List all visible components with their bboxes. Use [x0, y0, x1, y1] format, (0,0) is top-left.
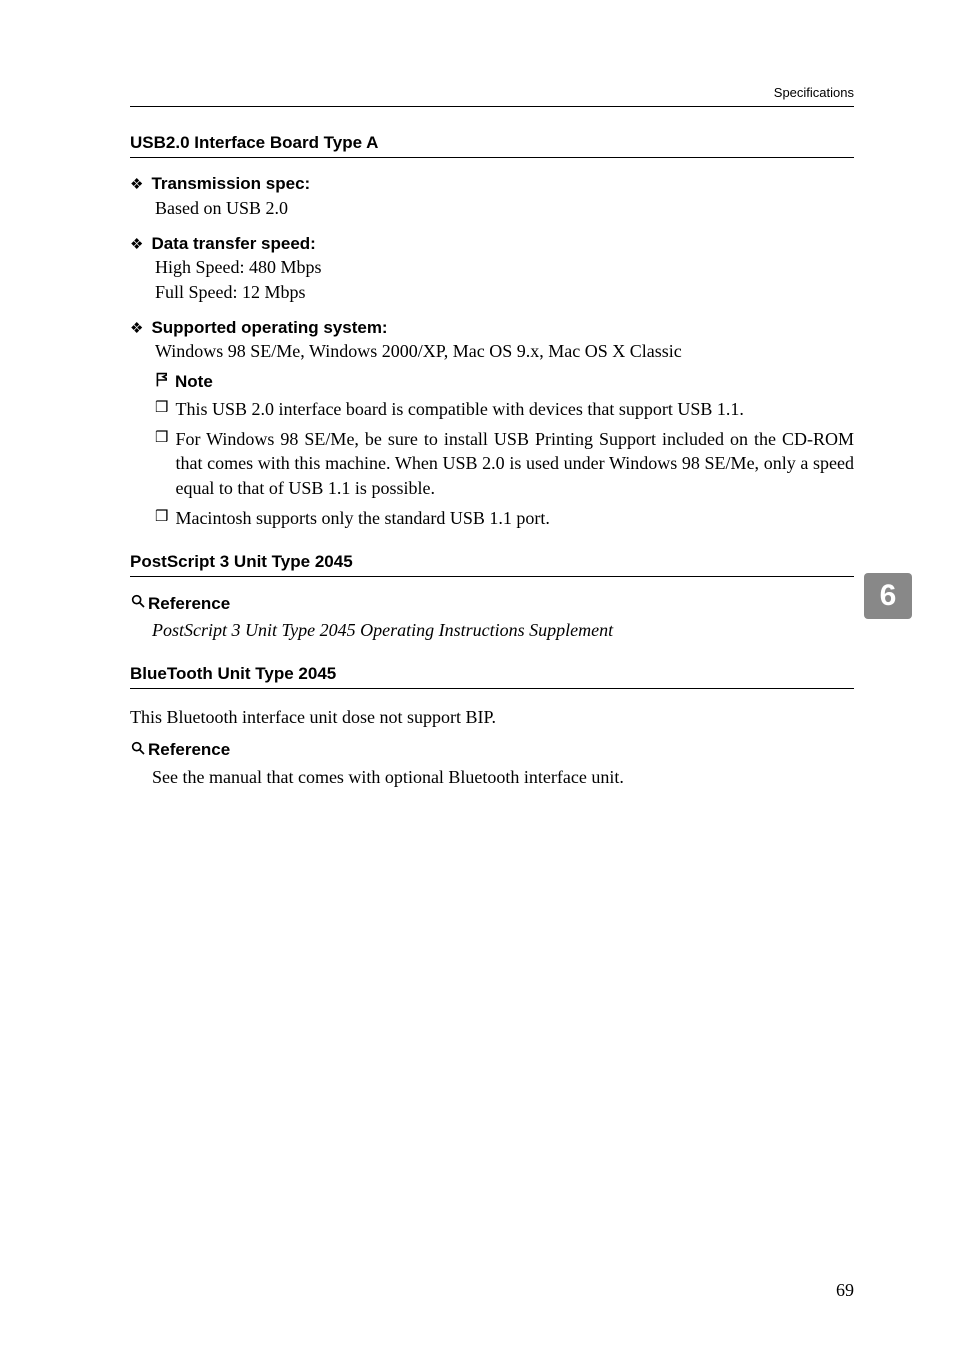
section-title-postscript: PostScript 3 Unit Type 2045 [130, 552, 854, 577]
bullet-text: For Windows 98 SE/Me, be sure to install… [175, 427, 854, 500]
reference-label: Reference [148, 740, 230, 760]
chapter-tab: 6 [864, 573, 912, 619]
bullet-icon: ❒ [155, 506, 168, 530]
chapter-number: 6 [880, 579, 897, 613]
paragraph: This Bluetooth interface unit dose not s… [130, 705, 854, 729]
reference-body: See the manual that comes with optional … [152, 765, 854, 789]
page-header: Specifications [130, 85, 854, 107]
section-title-usb: USB2.0 Interface Board Type A [130, 133, 854, 158]
spec-os: ❖ Supported operating system: Windows 98… [130, 318, 854, 530]
spec-body: Full Speed: 12 Mbps [155, 280, 854, 304]
bullet-text: This USB 2.0 interface board is compatib… [175, 397, 743, 421]
diamond-icon: ❖ [130, 236, 143, 256]
note-label: Note [175, 372, 213, 392]
spec-label: Data transfer speed: [151, 234, 315, 254]
list-item: ❒ Macintosh supports only the standard U… [155, 506, 854, 530]
reference-body: PostScript 3 Unit Type 2045 Operating In… [152, 618, 854, 642]
reference-icon [130, 740, 146, 761]
diamond-icon: ❖ [130, 320, 143, 340]
reference-icon [130, 593, 146, 614]
reference-heading: Reference [130, 593, 854, 614]
note-icon [155, 372, 171, 393]
spec-body: Based on USB 2.0 [155, 196, 854, 220]
spec-body: High Speed: 480 Mbps [155, 255, 854, 279]
list-item: ❒ For Windows 98 SE/Me, be sure to insta… [155, 427, 854, 500]
spec-speed: ❖ Data transfer speed: High Speed: 480 M… [130, 234, 854, 304]
section-title-bluetooth: BlueTooth Unit Type 2045 [130, 664, 854, 689]
reference-label: Reference [148, 594, 230, 614]
note-heading: Note [155, 372, 854, 393]
reference-heading: Reference [130, 740, 854, 761]
list-item: ❒ This USB 2.0 interface board is compat… [155, 397, 854, 421]
bullet-text: Macintosh supports only the standard USB… [175, 506, 549, 530]
page-number: 69 [836, 1280, 854, 1301]
spec-label: Supported operating system: [151, 318, 387, 338]
spec-body: Windows 98 SE/Me, Windows 2000/XP, Mac O… [155, 339, 854, 363]
bullet-icon: ❒ [155, 397, 168, 421]
spec-transmission: ❖ Transmission spec: Based on USB 2.0 [130, 174, 854, 220]
note-bullets: ❒ This USB 2.0 interface board is compat… [155, 397, 854, 530]
spec-label: Transmission spec: [151, 174, 310, 194]
bullet-icon: ❒ [155, 427, 168, 500]
diamond-icon: ❖ [130, 176, 143, 196]
